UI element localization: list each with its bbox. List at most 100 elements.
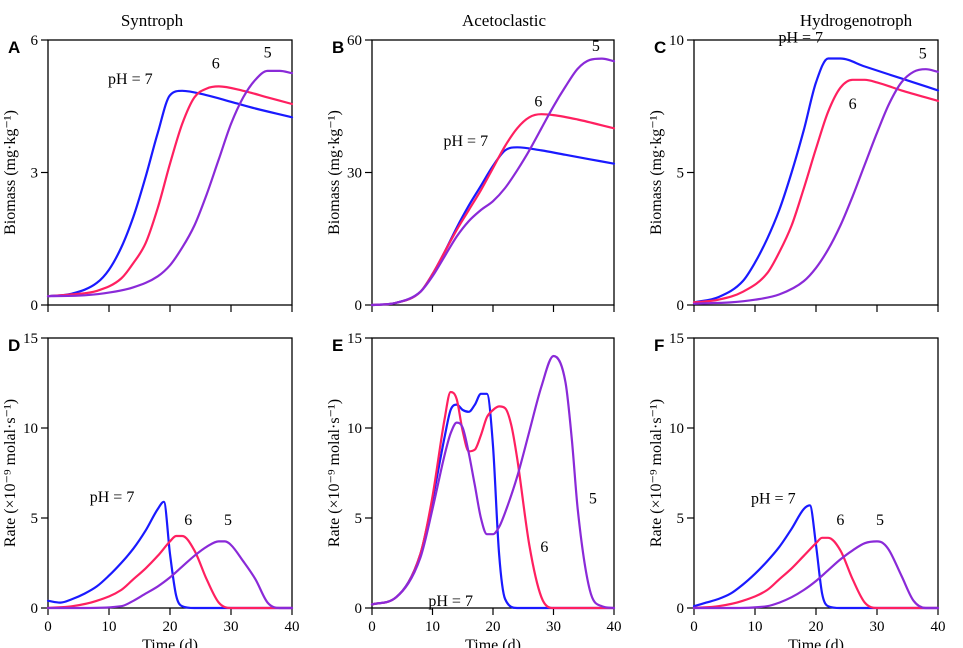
- y-tick-label: 5: [677, 166, 685, 182]
- x-tick-label: 30: [870, 619, 885, 635]
- panel-e: E 0 10 20 30 40 0 5 10 15 Time (d) Rate (×10⁻⁹ mola…: [326, 331, 622, 648]
- plot-frame: [371, 337, 615, 609]
- series-line-ph6: [692, 78, 940, 304]
- series-line-ph5: [46, 69, 294, 298]
- x-tick-label: 0: [690, 619, 698, 635]
- plot-frame: [47, 337, 293, 609]
- y-tick-label: 15: [347, 331, 362, 347]
- x-tick-label: 0: [368, 619, 376, 635]
- x-tick-label: 20: [809, 619, 824, 635]
- series-annotation: 5: [264, 45, 272, 62]
- y-tick-label: 0: [31, 601, 39, 617]
- panel-label: E: [332, 336, 343, 355]
- series-annotation: 5: [876, 512, 884, 529]
- y-axis-label: Biomass (mg·kg⁻¹): [326, 110, 343, 235]
- y-tick-label: 6: [31, 33, 39, 49]
- x-axis-label: Time (d): [788, 637, 844, 648]
- x-tick-label: 20: [163, 619, 178, 635]
- series-annotation: 6: [184, 512, 192, 529]
- series-annotation: pH = 7: [751, 491, 796, 508]
- y-tick-label: 5: [31, 511, 39, 527]
- y-axis-label: Rate (×10⁻⁹ molal·s⁻¹): [648, 399, 665, 547]
- y-tick-label: 10: [669, 421, 684, 437]
- x-axis-label: Time (d): [465, 637, 521, 648]
- series-annotation: 6: [534, 93, 542, 110]
- series-line-ph6: [692, 536, 940, 610]
- y-tick-label: 5: [355, 511, 363, 527]
- y-tick-label: 0: [677, 298, 685, 314]
- y-tick-label: 10: [23, 421, 38, 437]
- y-tick-label: 0: [355, 298, 363, 314]
- panel-a: A 0 3 6 Biomass (mg·kg⁻¹) pH = 7 6 5: [2, 33, 294, 314]
- column-title-hydrogenotroph: Hydrogenotroph: [800, 11, 913, 30]
- y-tick-label: 0: [355, 601, 363, 617]
- x-axis-label: Time (d): [142, 637, 198, 648]
- series-annotation: pH = 7: [443, 133, 488, 150]
- panel-label: B: [332, 38, 344, 57]
- y-tick-label: 15: [669, 331, 684, 347]
- y-tick-label: 10: [347, 421, 362, 437]
- series-annotation: 5: [919, 46, 927, 63]
- series-line-ph5: [46, 540, 294, 610]
- series-line-ph5: [370, 57, 616, 307]
- y-axis-label: Biomass (mg·kg⁻¹): [2, 110, 19, 235]
- y-tick-label: 3: [31, 166, 39, 182]
- series-annotation: 6: [849, 96, 857, 113]
- series-line-ph6: [46, 534, 294, 610]
- panel-label: A: [8, 38, 20, 57]
- series-annotation: 6: [836, 512, 844, 529]
- series-annotation: 5: [224, 512, 232, 529]
- y-axis-label: Rate (×10⁻⁹ molal·s⁻¹): [2, 399, 19, 547]
- series-line-ph5: [692, 540, 940, 610]
- panel-c: C 0 5 10 Biomass (mg·kg⁻¹) pH = 7 6 5: [648, 30, 940, 314]
- x-tick-label: 20: [486, 619, 501, 635]
- x-tick-label: 40: [931, 619, 946, 635]
- panel-label: C: [654, 38, 666, 57]
- series-annotation: pH = 7: [778, 30, 823, 47]
- x-tick-label: 30: [224, 619, 239, 635]
- x-tick-label: 10: [425, 619, 440, 635]
- y-tick-label: 5: [677, 511, 685, 527]
- panel-label: D: [8, 336, 20, 355]
- series-annotation: pH = 7: [428, 593, 473, 610]
- x-tick-label: 30: [546, 619, 561, 635]
- x-tick-label: 10: [102, 619, 117, 635]
- y-tick-label: 0: [31, 298, 39, 314]
- plot-frame: [371, 39, 615, 306]
- column-title-acetoclastic: Acetoclastic: [462, 11, 546, 30]
- y-tick-label: 60: [347, 33, 362, 49]
- y-axis-label: Biomass (mg·kg⁻¹): [648, 110, 665, 235]
- series-line-ph7: [46, 89, 294, 298]
- series-line-ph7: [370, 146, 616, 307]
- plot-frame: [693, 337, 939, 609]
- series-line-ph6: [370, 113, 616, 307]
- series-line-ph6: [46, 85, 294, 298]
- y-tick-label: 30: [347, 166, 362, 182]
- y-tick-label: 0: [677, 601, 685, 617]
- y-tick-label: 10: [669, 33, 684, 49]
- series-annotation: 6: [540, 539, 548, 556]
- panel-b: B 0 30 60 Biomass (mg·kg⁻¹) pH = 7 6 5: [326, 33, 616, 314]
- x-tick-label: 40: [285, 619, 300, 635]
- panel-f: F 0 10 20 30 40 0 5 10 15 Time (d) Rate (×10⁻⁹ mola…: [648, 331, 946, 648]
- series-annotation: 5: [589, 491, 597, 508]
- x-tick-label: 10: [748, 619, 763, 635]
- panel-label: F: [654, 336, 664, 355]
- panel-d: D 0 10 20 30 40 0 5 10 15 Time (d) Rate (×10⁻⁹ mola…: [2, 331, 300, 648]
- series-annotation: 6: [212, 56, 220, 73]
- series-line-ph6: [370, 390, 616, 610]
- series-annotation: pH = 7: [108, 71, 153, 88]
- series-line-ph7: [46, 500, 294, 610]
- y-tick-label: 15: [23, 331, 38, 347]
- series-line-ph5: [370, 354, 616, 610]
- series-line-ph7: [692, 57, 940, 304]
- x-tick-label: 0: [44, 619, 52, 635]
- series-line-ph5: [692, 68, 940, 305]
- series-annotation: pH = 7: [90, 489, 135, 506]
- column-title-syntroph: Syntroph: [121, 11, 184, 30]
- x-tick-label: 40: [607, 619, 622, 635]
- y-axis-label: Rate (×10⁻⁹ molal·s⁻¹): [326, 399, 343, 547]
- series-line-ph7: [692, 504, 940, 610]
- series-annotation: 5: [592, 38, 600, 55]
